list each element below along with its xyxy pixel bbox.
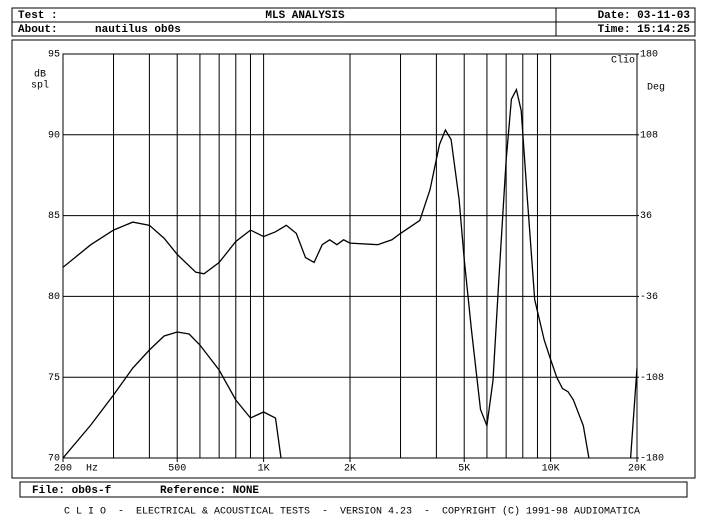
file: File: ob0s-f [32,485,112,497]
series-line [63,331,637,458]
y2-tick-label: 108 [640,130,658,141]
x-axis-label: Hz [86,464,98,475]
plot-frame [11,39,696,479]
y2-tick-label: -108 [640,373,664,384]
y2-tick-label: -36 [640,292,658,303]
about: nautilus ob0s [95,24,181,36]
y2-tick-label: 180 [640,50,658,61]
y2-axis-label: Deg [647,83,665,94]
x-tick-label: 5K [458,464,470,475]
footer-box [19,481,688,498]
x-tick-label: 200 [54,464,72,475]
time: Time: 15:14:25 [598,24,691,36]
x-tick-label: 20K [628,464,646,475]
y-tick-label: 70 [48,454,60,465]
y-axis-label: spl [31,80,49,92]
reference: Reference: NONE [160,485,259,497]
y-axis-label: dB [34,69,46,81]
title: MLS ANALYSIS [265,10,345,22]
y-tick-label: 95 [48,50,60,61]
logo: Clio [611,55,635,67]
date: Date: 03-11-03 [598,10,691,22]
y-tick-label: 75 [48,373,60,384]
y-tick-label: 80 [48,292,60,303]
banner: C L I O - ELECTRICAL & ACOUSTICAL TESTS … [64,506,640,518]
x-tick-label: 10K [542,464,560,475]
plot-clip [63,87,637,458]
x-tick-label: 1K [258,464,270,475]
x-tick-label: 500 [168,464,186,475]
y-tick-label: 90 [48,130,60,141]
about-label: About: [18,24,58,36]
y2-tick-label: -180 [640,454,664,465]
y-tick-label: 85 [48,211,60,222]
y2-tick-label: 36 [640,211,652,222]
test-label: Test : [18,10,58,22]
series-line [63,87,590,458]
x-tick-label: 2K [344,464,356,475]
